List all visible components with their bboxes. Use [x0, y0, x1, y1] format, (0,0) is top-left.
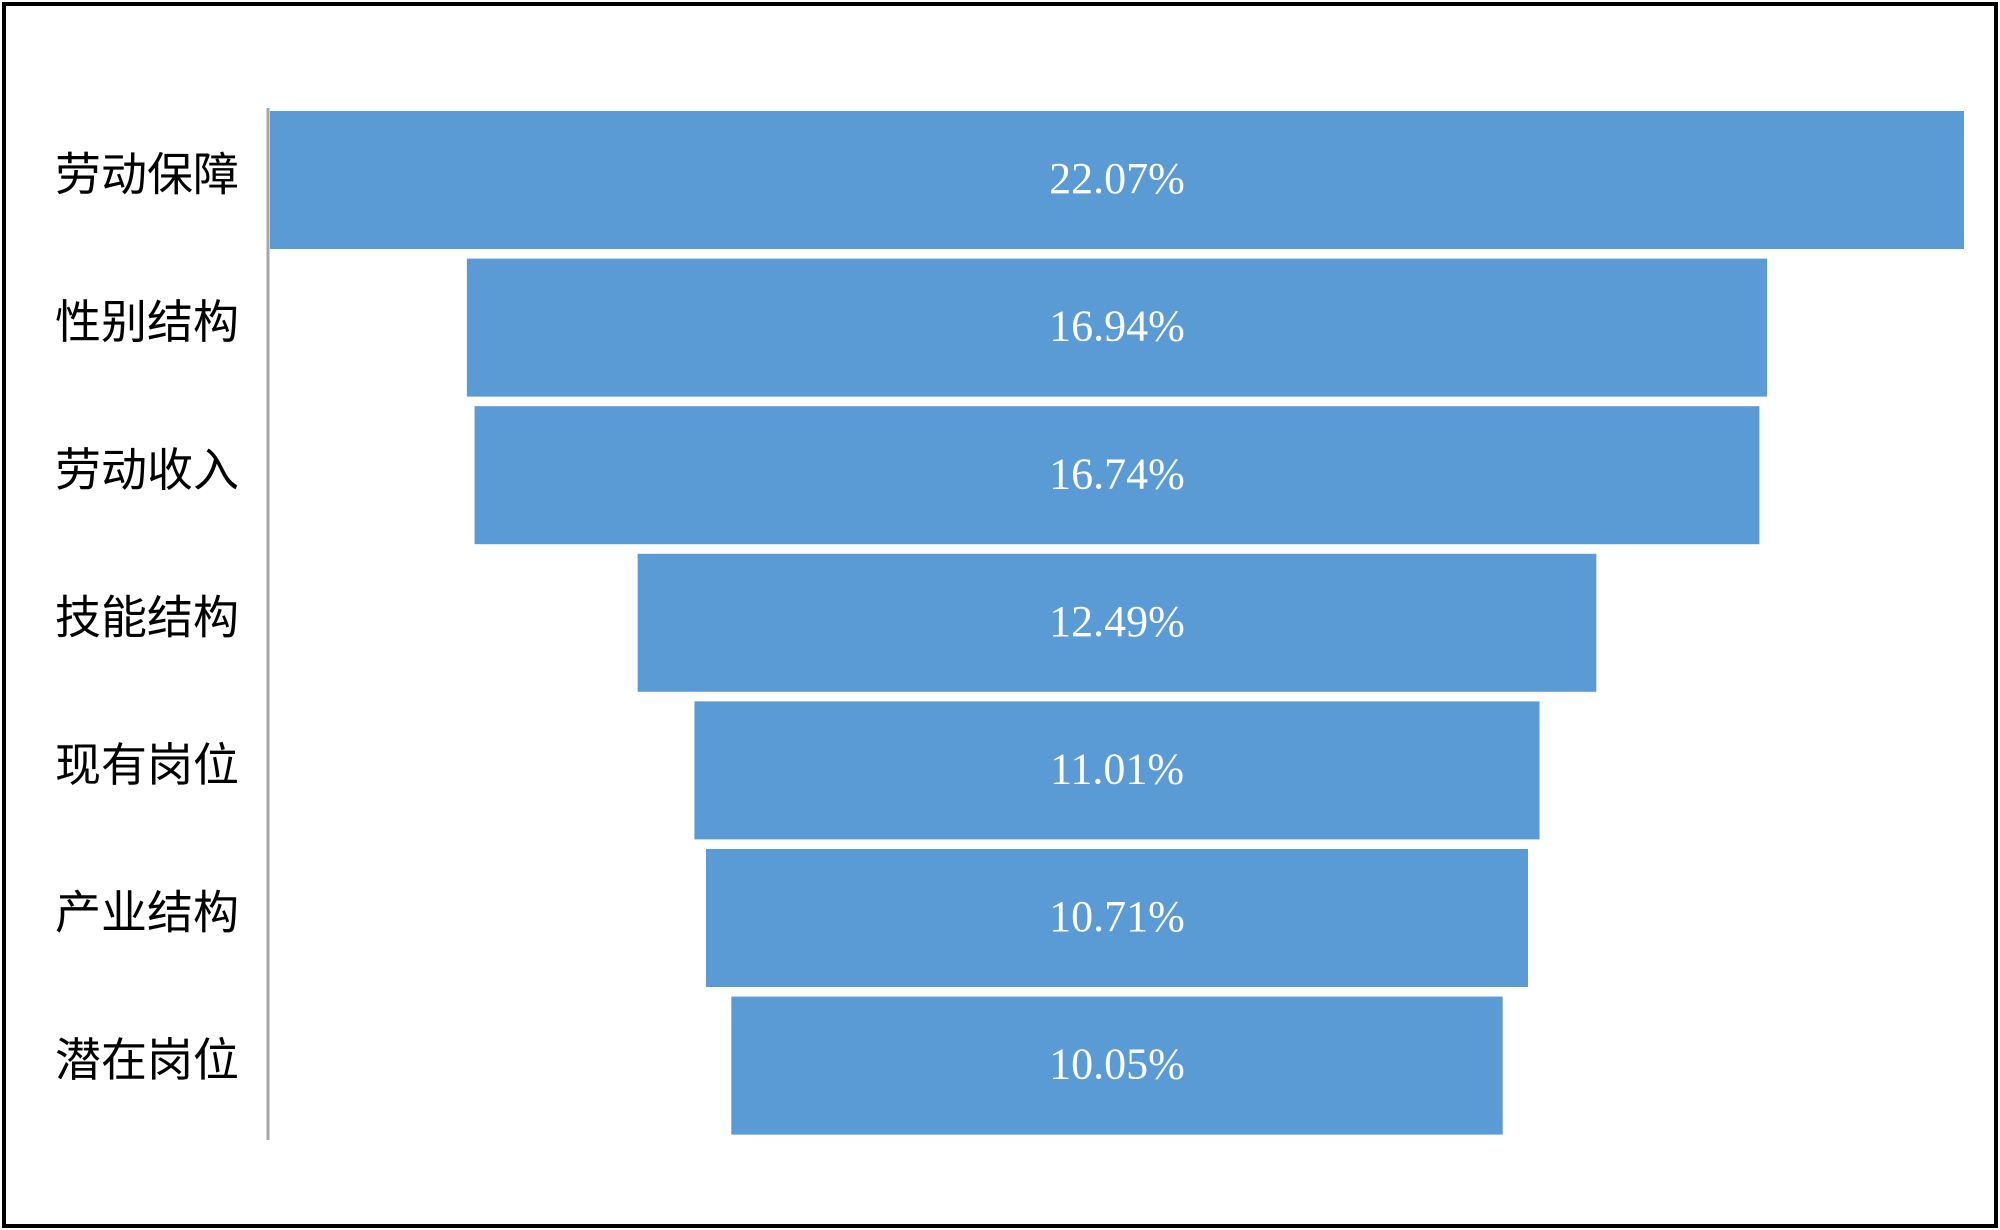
funnel-bar: [694, 701, 1540, 840]
value-label: 16.94%: [1049, 302, 1185, 351]
funnel-bar: [466, 258, 1768, 397]
category-label: 现有岗位: [55, 740, 239, 791]
value-label: 12.49%: [1049, 597, 1185, 646]
category-label: 产业结构: [55, 888, 239, 939]
funnel-bar: [637, 553, 1597, 692]
value-label: 11.01%: [1050, 744, 1184, 793]
funnel-bar: [474, 406, 1760, 545]
value-label: 10.71%: [1049, 892, 1185, 941]
funnel-bar: [731, 996, 1503, 1135]
category-label: 劳动保障: [55, 150, 239, 201]
category-label: 技能结构: [55, 592, 239, 643]
value-label: 16.74%: [1049, 449, 1185, 498]
funnel-bar: [270, 111, 1964, 249]
category-label: 劳动收入: [55, 445, 239, 496]
value-label: 10.05%: [1049, 1040, 1185, 1089]
value-label: 22.07%: [1049, 154, 1185, 203]
category-label: 潜在岗位: [55, 1035, 239, 1086]
funnel-bar: [705, 849, 1529, 987]
category-label: 性别结构: [55, 297, 239, 348]
